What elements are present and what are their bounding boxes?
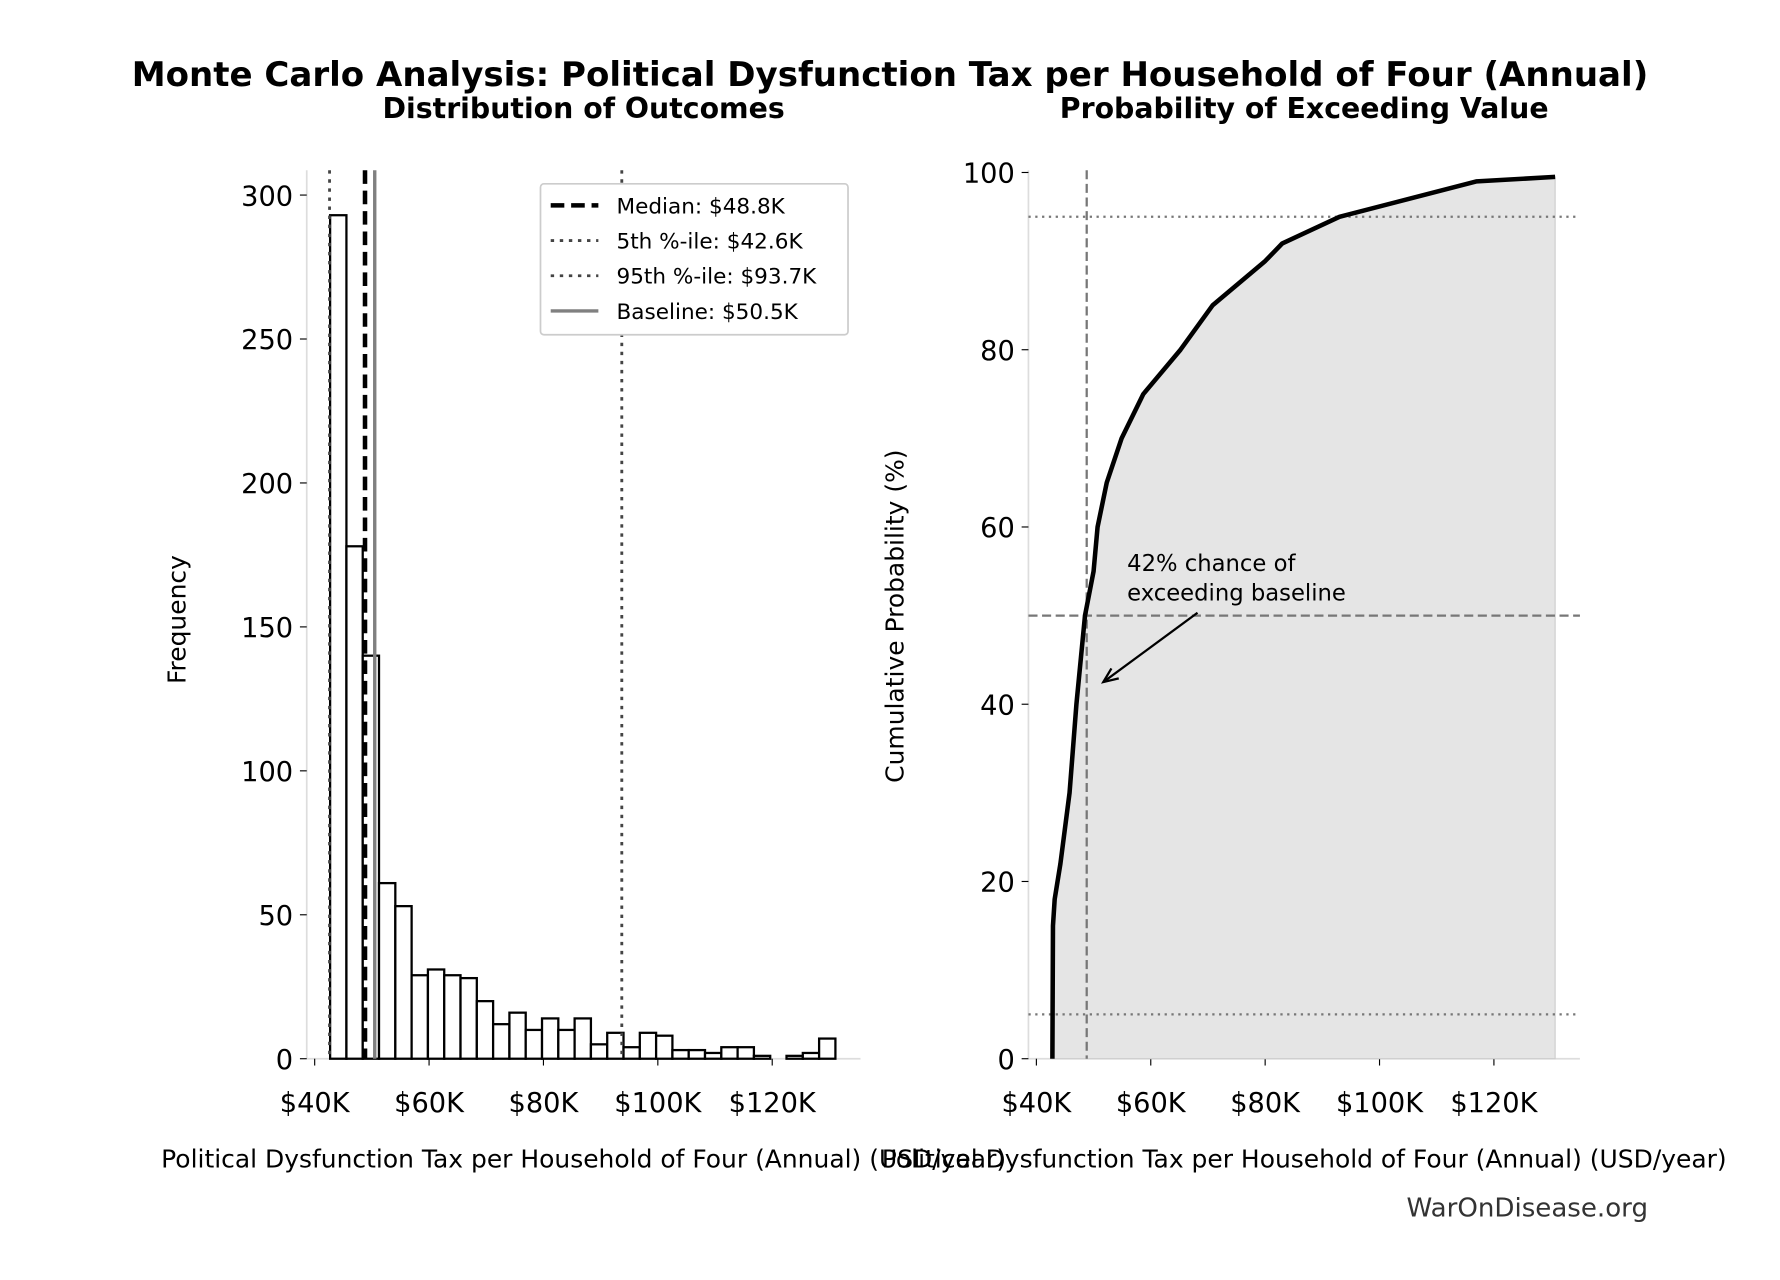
- arrow-head-icon: [1100, 667, 1120, 684]
- legend-label: 95th %-ile: $93.7K: [617, 265, 818, 290]
- hist-x-tick-label: $40K: [280, 1088, 351, 1119]
- histogram-bar: [622, 1046, 641, 1060]
- histogram-bar: [491, 1023, 511, 1060]
- annotation-text: exceeding baseline: [1127, 580, 1346, 606]
- histogram-bar: [785, 1054, 804, 1060]
- cdf-line: [1050, 174, 1556, 1059]
- cdf-area: [1051, 176, 1556, 1060]
- cdf-chart: $40K $60K $80K $100K $120K 0 20 40 60 80 100 42% ch…: [963, 159, 1580, 1119]
- histogram-bar: [410, 974, 430, 1060]
- histogram-bar: [654, 1034, 674, 1060]
- cdf-x-tick-label: $120K: [1450, 1088, 1538, 1119]
- histogram-bar: [720, 1046, 739, 1060]
- hist-y-tick-label: 0: [276, 1045, 293, 1076]
- cdf-y-tick-label: 40: [980, 690, 1015, 721]
- cdf-y-tick-label: 60: [980, 513, 1015, 544]
- legend-label: Baseline: $50.5K: [617, 300, 799, 325]
- cdf-y-tick-label: 100: [963, 159, 1015, 190]
- histogram-bar: [589, 1043, 609, 1060]
- cdf-x-tick-label: $80K: [1230, 1088, 1301, 1119]
- histogram-bar: [394, 905, 413, 1060]
- histogram-bar: [524, 1028, 544, 1060]
- hist-y-tick-label: 100: [241, 757, 293, 788]
- hist-x-tick-label: $120K: [729, 1088, 817, 1119]
- legend-label: Median: $48.8K: [617, 194, 786, 219]
- cdf-x-tick-label: $100K: [1336, 1088, 1424, 1119]
- histogram-bar: [459, 976, 478, 1060]
- right-y-axis-label: Cumulative Probability (%): [881, 449, 910, 782]
- annotation-text: 42% chance of: [1127, 551, 1296, 577]
- cdf-y-tick-label: 20: [980, 868, 1015, 899]
- legend-box: [539, 182, 849, 336]
- hist-x-tick-label: $80K: [509, 1088, 580, 1119]
- histogram-bar: [671, 1048, 690, 1060]
- histogram-bar: [638, 1031, 658, 1060]
- histogram-bar: [328, 214, 348, 1060]
- cdf-x-tick-label: $40K: [1001, 1088, 1072, 1119]
- histogram-chart: $40K $60K $80K $100K $120K 0 50 100 150 200 250 300…: [241, 170, 861, 1119]
- histogram-bar: [752, 1054, 772, 1060]
- histogram-bar: [687, 1048, 707, 1060]
- histogram-bar: [443, 974, 462, 1060]
- annotation-arrow: [1102, 611, 1199, 683]
- hist-y-tick-label: 50: [258, 901, 293, 932]
- legend-label: 5th %-ile: $42.6K: [617, 230, 804, 255]
- histogram-bar: [540, 1017, 560, 1060]
- hist-y-tick-label: 300: [241, 181, 293, 212]
- histogram-bar: [475, 1000, 495, 1060]
- histogram-bar: [508, 1011, 527, 1060]
- hist-x-tick-label: $60K: [394, 1088, 465, 1119]
- left-y-axis-label: Frequency: [162, 555, 191, 684]
- histogram-bar: [801, 1051, 821, 1060]
- histogram-bar: [377, 881, 397, 1060]
- left-x-axis-label: Political Dysfunction Tax per Household …: [161, 1145, 1006, 1174]
- histogram-bar: [606, 1031, 625, 1060]
- figure-title: Monte Carlo Analysis: Political Dysfunct…: [132, 55, 1648, 95]
- right-chart-title: Probability of Exceeding Value: [1060, 92, 1549, 125]
- histogram-bar: [703, 1051, 723, 1060]
- histogram-bar: [345, 545, 364, 1060]
- watermark: WarOnDisease.org: [1406, 1193, 1648, 1223]
- hist-y-tick-label: 150: [241, 613, 293, 644]
- histogram-bar: [736, 1046, 756, 1060]
- histogram-bar: [426, 968, 446, 1060]
- legend: Median: $48.8K 5th %-ile: $42.6K 95th %-il…: [539, 182, 849, 336]
- cdf-x-tick-label: $60K: [1116, 1088, 1187, 1119]
- hist-y-tick-label: 250: [241, 325, 293, 356]
- cdf-y-tick-label: 80: [980, 336, 1015, 367]
- hist-y-tick-label: 200: [241, 469, 293, 500]
- cdf-y-tick-label: 0: [997, 1045, 1014, 1076]
- hist-x-tick-label: $100K: [614, 1088, 702, 1119]
- histogram-bar: [817, 1037, 837, 1060]
- histogram-bar: [557, 1028, 576, 1060]
- histogram-bar: [573, 1017, 593, 1060]
- left-chart-title: Distribution of Outcomes: [382, 92, 784, 125]
- right-x-axis-label: Political Dysfunction Tax per Household …: [882, 1145, 1727, 1174]
